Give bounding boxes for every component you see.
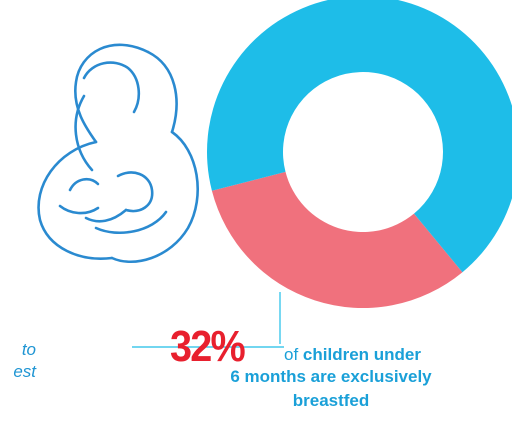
left-text-fragment-1: to (21, 340, 36, 359)
stat-line-1: of children under (284, 344, 421, 366)
left-text-fragment-2: est (13, 362, 36, 381)
stat-line-1-of: of (284, 345, 303, 364)
stat-line-3: breastfed (292, 391, 370, 410)
stat-line-1-rest: children under (302, 345, 421, 364)
donut-slice-1 (211, 171, 463, 309)
stat-callout: 32% of children under 6 months are exclu… (150, 322, 512, 443)
donut-slice-2 (207, 0, 512, 273)
percent-value: 32% (170, 322, 246, 371)
mother-breastfeeding-icon (37, 43, 200, 263)
stat-line-2: 6 months are exclusively (230, 367, 432, 386)
donut-chart (207, 0, 512, 309)
